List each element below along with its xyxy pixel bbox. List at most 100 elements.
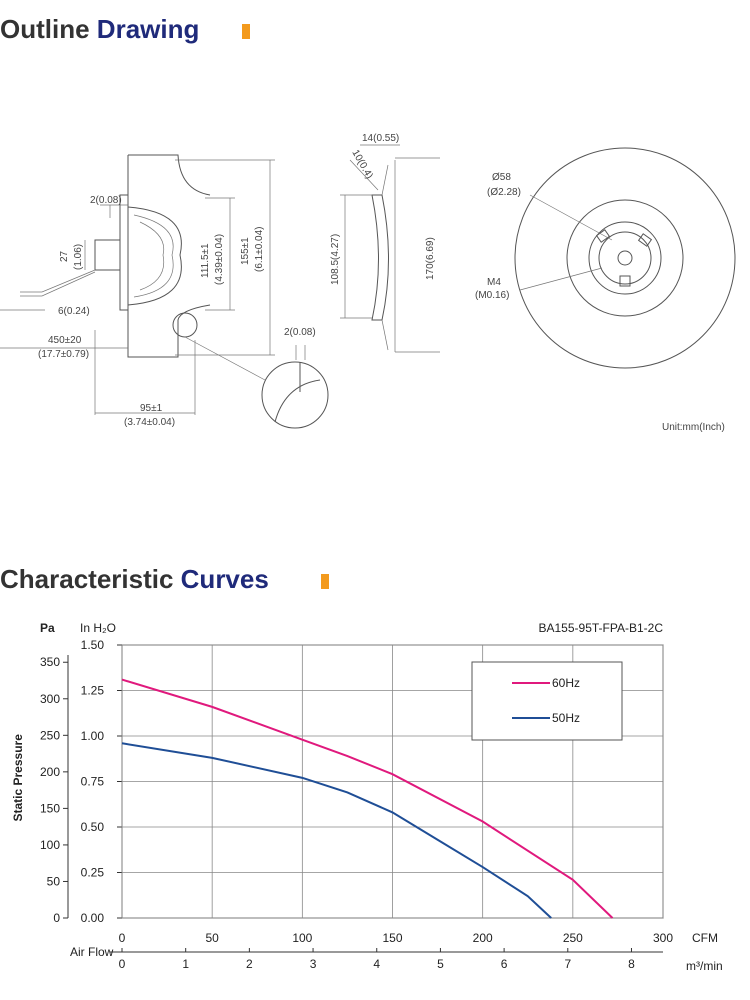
x2-tick-label: 1	[182, 957, 189, 971]
title-part: Curves	[181, 564, 269, 594]
x-axis-unit: CFM	[692, 931, 718, 945]
title-marker	[321, 574, 329, 589]
top-view	[514, 147, 736, 369]
outline	[598, 231, 652, 285]
y2-tick-label: 350	[40, 655, 60, 669]
outline	[274, 362, 321, 423]
x2-tick-label: 0	[119, 957, 126, 971]
x2-axis-unit: m³/min	[686, 959, 723, 973]
dimension-label: (3.74±0.04)	[124, 417, 175, 428]
dimension-label: (6.1±0.04)	[254, 226, 265, 272]
dimension-label: (17.7±0.79)	[38, 349, 89, 360]
y2-tick-label: 50	[47, 874, 61, 888]
dimension-label: 108.5(4.27)	[330, 234, 341, 285]
x2-tick-label: 3	[310, 957, 317, 971]
dimension-label: 155±1	[240, 237, 251, 265]
series-line	[121, 678, 614, 919]
dimension-label: (4.39±0.04)	[214, 234, 225, 285]
dimension-label: Ø58	[492, 172, 511, 183]
dimension-label: 95±1	[140, 403, 163, 414]
chart: 0.000.250.500.751.001.251.50050100150200…	[11, 621, 723, 973]
cable	[20, 269, 96, 297]
axis-unit: Pa	[40, 621, 55, 635]
x2-tick-label: 8	[628, 957, 635, 971]
x2-tick-label: 6	[501, 957, 508, 971]
title-part: Drawing	[97, 14, 200, 44]
x2-tick-label: 4	[373, 957, 380, 971]
outline	[119, 194, 129, 311]
dimension-line	[340, 144, 440, 353]
y-tick-label: 0.50	[81, 820, 105, 834]
chart-title: BA155-95T-FPA-B1-2C	[539, 621, 664, 635]
y-tick-label: 1.00	[81, 729, 105, 743]
legend-label: 60Hz	[552, 676, 580, 690]
leader	[184, 336, 266, 381]
dimension-label: 450±20	[48, 335, 82, 346]
title-part: Outline	[0, 14, 90, 44]
y-axis-label: Static Pressure	[11, 734, 25, 822]
dimension-label: 2(0.08)	[284, 327, 316, 338]
legend-box	[471, 661, 623, 741]
outline	[617, 250, 633, 266]
front-view	[340, 144, 440, 353]
outline	[595, 229, 611, 243]
dimension-label: 14(0.55)	[362, 133, 399, 144]
leader	[519, 194, 613, 291]
y-tick-label: 0.75	[81, 775, 105, 789]
outline	[133, 214, 174, 298]
y-tick-label: 0.00	[81, 911, 105, 925]
outline	[588, 221, 662, 295]
outline	[94, 239, 121, 271]
dimension-label: (Ø2.28)	[487, 187, 521, 198]
x-tick-label: 150	[382, 931, 402, 945]
y2-tick-label: 0	[53, 911, 60, 925]
y2-tick-label: 150	[40, 801, 60, 815]
axis-unit: In H₂O	[80, 621, 116, 635]
legend-label: 50Hz	[552, 711, 580, 725]
dimension-label: (1.06)	[73, 244, 84, 270]
dimension-line	[0, 159, 306, 415]
outline	[371, 194, 389, 321]
outline	[127, 154, 211, 358]
x-tick-label: 300	[653, 931, 673, 945]
outline	[566, 199, 684, 317]
x2-tick-label: 5	[437, 957, 444, 971]
x-tick-label: 50	[205, 931, 219, 945]
detail-circle	[261, 361, 329, 429]
dimension-label: 10(0.4)	[349, 148, 374, 181]
y2-tick-label: 250	[40, 728, 60, 742]
outline	[127, 206, 182, 306]
outline	[619, 275, 631, 287]
section-title: Outline Drawing	[0, 14, 199, 44]
x-tick-label: 0	[119, 931, 126, 945]
y-tick-label: 1.25	[81, 684, 105, 698]
section-title: Characteristic Curves	[0, 564, 269, 594]
x-tick-label: 200	[473, 931, 493, 945]
side-view	[0, 154, 329, 429]
x-axis-label: Air Flow	[70, 945, 114, 959]
dimension-label: 6(0.24)	[58, 306, 90, 317]
y-tick-label: 1.50	[81, 638, 105, 652]
y2-tick-label: 100	[40, 838, 60, 852]
y2-tick-label: 200	[40, 765, 60, 779]
outline	[514, 147, 736, 369]
dimension-label: (M0.16)	[475, 290, 509, 301]
title-part: Characteristic	[0, 564, 173, 594]
x-tick-label: 250	[563, 931, 583, 945]
dimension-label: 2(0.08)	[90, 195, 122, 206]
series-line	[121, 742, 552, 919]
title-marker	[242, 24, 250, 39]
x2-tick-label: 2	[246, 957, 253, 971]
x-tick-label: 100	[292, 931, 312, 945]
y2-tick-label: 300	[40, 692, 60, 706]
dimension-label: M4	[487, 277, 501, 288]
y-tick-label: 0.25	[81, 866, 105, 880]
outline	[637, 233, 653, 247]
dimension-label: 111.5±1	[200, 243, 211, 278]
detail-circle	[172, 312, 198, 338]
dimension-label: 27	[59, 250, 70, 262]
x2-tick-label: 7	[564, 957, 571, 971]
unit-note: Unit:mm(Inch)	[662, 422, 725, 433]
dimension-label: 170(6.69)	[425, 237, 436, 280]
